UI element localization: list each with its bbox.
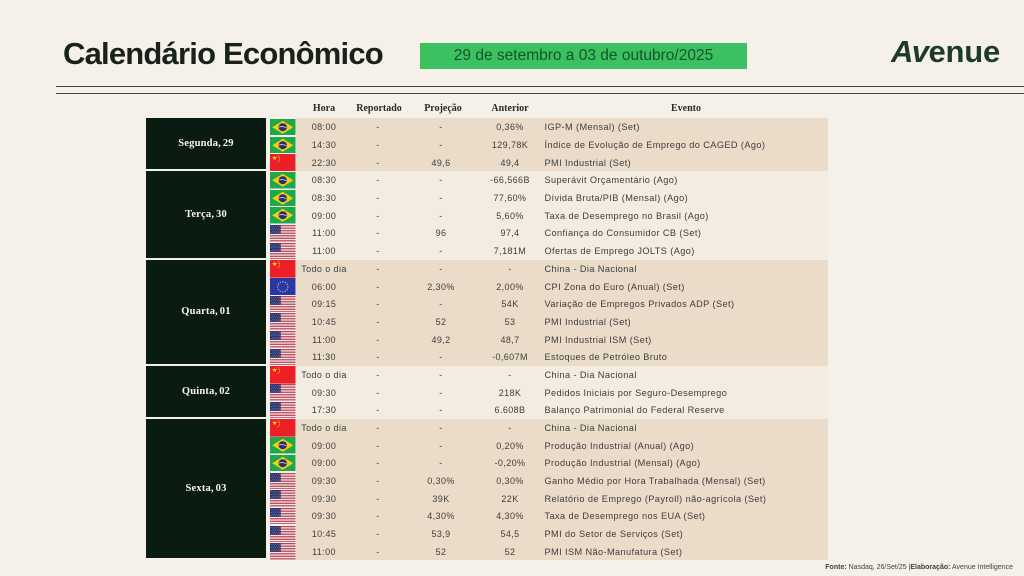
- svg-text:Av: Av: [891, 37, 931, 67]
- svg-text:enue: enue: [929, 37, 1001, 67]
